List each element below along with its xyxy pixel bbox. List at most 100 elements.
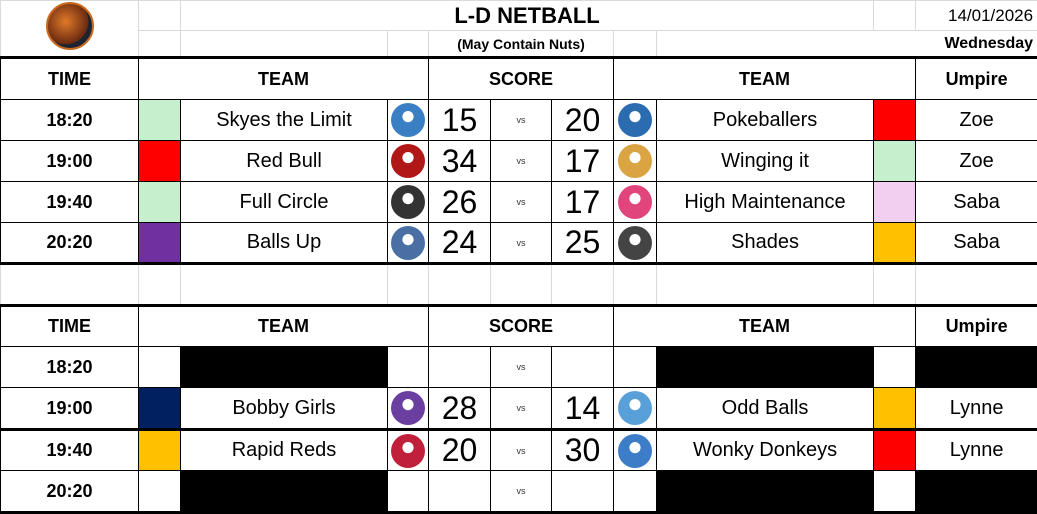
home-team-color-swatch: [139, 141, 181, 182]
cell: [916, 264, 1037, 306]
away-score[interactable]: 17: [552, 182, 614, 223]
home-score[interactable]: 20: [429, 430, 491, 471]
away-team-color-swatch: [874, 388, 916, 430]
column-header-team: TEAM: [139, 306, 429, 347]
match-time: 19:00: [1, 388, 139, 430]
home-team-name: Rapid Reds: [181, 430, 388, 471]
page-title: L-D NETBALL: [181, 1, 874, 31]
away-score[interactable]: 30: [552, 430, 614, 471]
team-name-empty: [181, 471, 388, 513]
column-header-time: TIME: [1, 58, 139, 100]
score-away[interactable]: [552, 347, 614, 388]
cell: [181, 264, 388, 306]
cell: [181, 31, 388, 58]
away-team-color-swatch: [874, 141, 916, 182]
cell: [874, 1, 916, 31]
team-name-empty: [657, 347, 874, 388]
match-time: 19:40: [1, 182, 139, 223]
score-home[interactable]: [429, 471, 491, 513]
home-score[interactable]: 15: [429, 100, 491, 141]
column-header-team2: TEAM: [614, 306, 916, 347]
home-team-logo: [388, 430, 429, 471]
team-logo-empty: [614, 471, 657, 513]
vs-label: vs: [491, 430, 552, 471]
away-team-logo: [614, 388, 657, 430]
home-score[interactable]: 34: [429, 141, 491, 182]
vs-label: vs: [491, 182, 552, 223]
cell: [491, 264, 552, 306]
team-name-empty: [657, 471, 874, 513]
team-badge-icon: [618, 144, 652, 178]
team-logo-empty: [388, 347, 429, 388]
cell: [614, 264, 657, 306]
team-color-swatch: [874, 347, 916, 388]
cell: [1, 264, 139, 306]
match-time: 19:40: [1, 430, 139, 471]
home-team-name: Balls Up: [181, 223, 388, 264]
away-team-color-swatch: [874, 100, 916, 141]
team-logo-empty: [388, 471, 429, 513]
vs-label: vs: [491, 388, 552, 430]
home-score[interactable]: 26: [429, 182, 491, 223]
column-header-team: TEAM: [139, 58, 429, 100]
cell: [139, 31, 181, 58]
score-away[interactable]: [552, 471, 614, 513]
cell: [139, 1, 181, 31]
away-team-logo: [614, 100, 657, 141]
match-time: 20:20: [1, 471, 139, 513]
umpire-name: Lynne: [916, 388, 1037, 430]
home-team-name: Skyes the Limit: [181, 100, 388, 141]
home-score[interactable]: 24: [429, 223, 491, 264]
team-badge-icon: [618, 103, 652, 137]
weekday: Wednesday: [657, 31, 1037, 58]
cell: [388, 264, 429, 306]
umpire-empty: [916, 347, 1037, 388]
basketball-player-logo-icon: [46, 2, 94, 50]
away-team-color-swatch: [874, 182, 916, 223]
away-score[interactable]: 14: [552, 388, 614, 430]
team-color-swatch: [139, 347, 181, 388]
cell: [874, 264, 916, 306]
away-team-name: Shades: [657, 223, 874, 264]
away-team-name: Wonky Donkeys: [657, 430, 874, 471]
umpire-name: Lynne: [916, 430, 1037, 471]
team-color-swatch: [139, 471, 181, 513]
vs-label: vs: [491, 141, 552, 182]
match-time: 19:00: [1, 141, 139, 182]
team-badge-icon: [391, 103, 425, 137]
team-color-swatch: [874, 471, 916, 513]
away-team-name: Odd Balls: [657, 388, 874, 430]
league-logo: [1, 1, 139, 58]
team-badge-icon: [391, 434, 425, 468]
away-score[interactable]: 20: [552, 100, 614, 141]
home-team-color-swatch: [139, 223, 181, 264]
cell: [429, 264, 491, 306]
home-score[interactable]: 28: [429, 388, 491, 430]
team-badge-icon: [391, 144, 425, 178]
away-score[interactable]: 17: [552, 141, 614, 182]
away-score[interactable]: 25: [552, 223, 614, 264]
vs-label: vs: [491, 347, 552, 388]
team-badge-icon: [618, 226, 652, 260]
column-header-umpire: Umpire: [916, 306, 1037, 347]
umpire-name: Zoe: [916, 100, 1037, 141]
column-header-time: TIME: [1, 306, 139, 347]
away-team-name: Winging it: [657, 141, 874, 182]
cell: [614, 31, 657, 58]
umpire-name: Zoe: [916, 141, 1037, 182]
date: 14/01/2026: [916, 1, 1037, 31]
cell: [657, 264, 874, 306]
score-home[interactable]: [429, 347, 491, 388]
umpire-name: Saba: [916, 182, 1037, 223]
team-badge-icon: [391, 226, 425, 260]
away-team-color-swatch: [874, 430, 916, 471]
away-team-logo: [614, 141, 657, 182]
